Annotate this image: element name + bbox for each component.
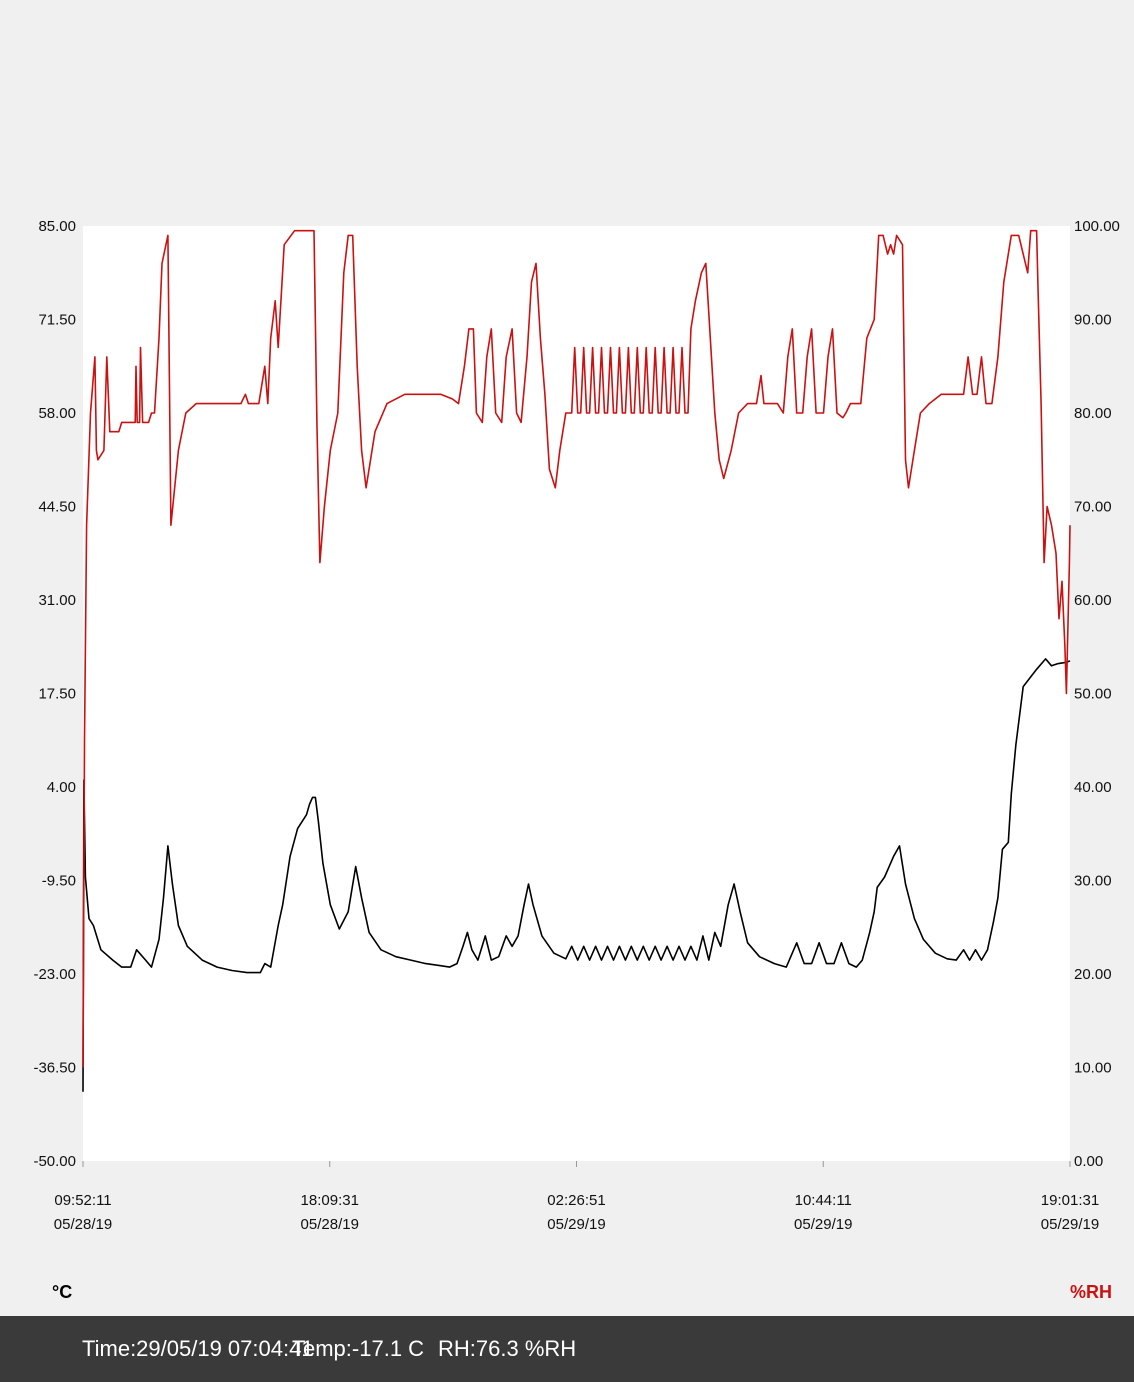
left-tick-label: 17.50 [38, 686, 76, 703]
right-tick-label: 0.00 [1074, 1153, 1103, 1170]
plot-area [83, 226, 1070, 1161]
x-tick-date: 05/29/19 [547, 1216, 605, 1233]
left-tick-label: -23.00 [33, 966, 76, 983]
right-tick-label: 90.00 [1074, 312, 1112, 329]
left-tick-label: 58.00 [38, 405, 76, 422]
x-axis-ticks: 09:52:11 05/28/19 18:09:31 05/28/19 02:26:51… [54, 1161, 1099, 1233]
left-tick-label: 85.00 [38, 218, 76, 235]
left-tick-label: 31.00 [38, 592, 76, 609]
x-tick-date: 05/28/19 [301, 1216, 359, 1233]
right-tick-label: 50.00 [1074, 686, 1112, 703]
left-axis-unit: °C [52, 1282, 72, 1302]
status-rh: RH:76.3 %RH [438, 1336, 577, 1361]
right-axis-ticks: 100.00 90.00 80.00 70.00 60.00 50.00 40.00 30.0… [1074, 218, 1120, 1170]
right-tick-label: 30.00 [1074, 873, 1112, 890]
series-layer [82, 229, 1071, 1092]
right-tick-label: 60.00 [1074, 592, 1112, 609]
left-tick-label: 4.00 [47, 779, 76, 796]
status-bar: Time:29/05/19 07:04:41 Temp:-17.1 C RH:7… [0, 1316, 1134, 1382]
humidity-series-line [82, 229, 1071, 1068]
chart: 85.00 71.50 58.00 44.50 31.00 17.50 4.00 -9.50 -… [33, 218, 1120, 1302]
right-tick-label: 80.00 [1074, 405, 1112, 422]
status-temp: Temp:-17.1 C [292, 1336, 425, 1361]
left-tick-label: 71.50 [38, 312, 76, 329]
left-tick-label: -50.00 [33, 1153, 76, 1170]
x-tick-time: 02:26:51 [547, 1192, 605, 1209]
x-tick-time: 19:01:31 [1041, 1192, 1099, 1209]
x-tick-date: 05/29/19 [794, 1216, 852, 1233]
right-tick-label: 70.00 [1074, 499, 1112, 516]
temperature-series-line [82, 658, 1071, 1092]
right-tick-label: 10.00 [1074, 1060, 1112, 1077]
right-tick-label: 20.00 [1074, 966, 1112, 983]
x-tick-date: 05/29/19 [1041, 1216, 1099, 1233]
left-axis-ticks: 85.00 71.50 58.00 44.50 31.00 17.50 4.00 -9.50 -… [33, 218, 76, 1170]
left-tick-label: -36.50 [33, 1060, 76, 1077]
x-tick-date: 05/28/19 [54, 1216, 112, 1233]
status-time: Time:29/05/19 07:04:41 [82, 1336, 314, 1361]
x-tick-time: 10:44:11 [795, 1192, 852, 1209]
right-tick-label: 100.00 [1074, 218, 1120, 235]
x-tick-time: 09:52:11 [54, 1192, 111, 1209]
right-axis-unit: %RH [1070, 1282, 1112, 1302]
right-tick-label: 40.00 [1074, 779, 1112, 796]
left-tick-label: 44.50 [38, 499, 76, 516]
left-tick-label: -9.50 [42, 873, 76, 890]
x-tick-time: 18:09:31 [301, 1192, 359, 1209]
